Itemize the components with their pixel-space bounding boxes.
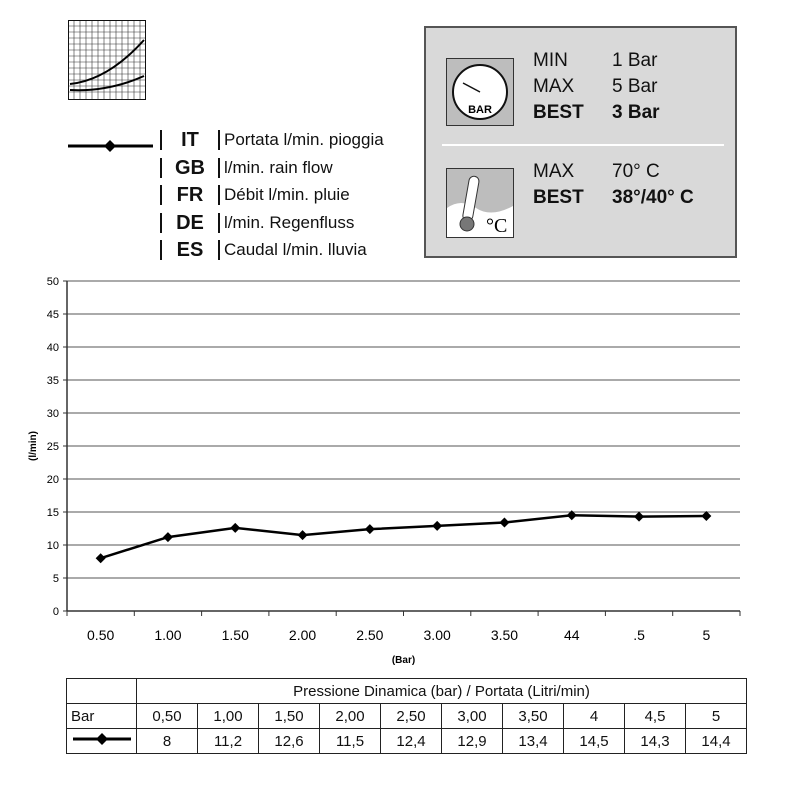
y-tick-label: 25 [47, 441, 59, 453]
row-legend-marker [66, 728, 137, 754]
spec-key: BEST [533, 187, 584, 208]
language-code: GB [160, 157, 220, 178]
legend-label: Caudal l/min. lluvia [224, 240, 367, 259]
series-line [100, 514, 707, 560]
legend-item-gb: GB l/min. rain flow [160, 155, 333, 181]
x-tick-label: 44 [564, 627, 580, 643]
legend-label: Débit l/min. pluie [224, 185, 350, 204]
flow-cell: 12,6 [258, 728, 320, 754]
x-tick-label: 2.50 [356, 627, 383, 643]
flow-chart: 0 5 10 15 20 25 30 35 40 45 50 0.50 1.00 1.50 2.00 2.50… [28, 276, 741, 666]
legend-label: Portata l/min. pioggia [224, 130, 384, 149]
y-tick-label: 35 [47, 375, 59, 387]
data-point [230, 522, 241, 533]
flow-cell: 14,4 [685, 728, 747, 754]
curve-graph-icon [68, 20, 146, 100]
divider [442, 144, 724, 146]
legend-label: l/min. rain flow [224, 157, 333, 177]
celsius-label: °C [486, 215, 507, 237]
flow-cell: 14,3 [624, 728, 686, 754]
y-tick-label: 15 [47, 507, 59, 519]
x-tick-label: .5 [633, 627, 645, 643]
bar-cell: 2,50 [380, 703, 442, 729]
data-point [432, 520, 443, 531]
thermometer-icon: °C [446, 168, 514, 238]
language-code: FR [160, 185, 220, 205]
y-tick-label: 40 [47, 342, 59, 354]
y-tick-label: 20 [47, 474, 59, 486]
data-point [566, 510, 577, 521]
specs-panel: BAR °C MIN 1 Bar MAX 5 Bar BEST 3 Bar MAX 70° … [424, 26, 737, 258]
spec-value: 3 Bar [612, 102, 660, 123]
bar-cell: 1,50 [258, 703, 320, 729]
data-point [95, 553, 106, 564]
x-tick-label: 3.50 [491, 627, 518, 643]
x-tick-label: 1.00 [154, 627, 181, 643]
bar-cell: 3,00 [441, 703, 503, 729]
language-code: IT [160, 130, 220, 150]
legend-item-es: ES Caudal l/min. lluvia [160, 237, 367, 263]
flow-cell: 11,2 [197, 728, 259, 754]
table-corner [66, 678, 137, 704]
y-tick-label: 50 [47, 276, 59, 288]
data-point [701, 510, 712, 521]
data-point [364, 524, 375, 535]
flow-cell: 8 [136, 728, 198, 754]
language-code: ES [160, 240, 220, 260]
spec-key: MAX [533, 76, 575, 97]
x-tick-label: 1.50 [222, 627, 249, 643]
bar-cell: 4 [563, 703, 625, 729]
y-tick-label: 5 [53, 573, 59, 585]
legend-item-de: DE l/min. Regenfluss [160, 210, 354, 236]
spec-value: 70° C [612, 161, 660, 182]
spec-key: BEST [533, 102, 584, 123]
y-tick-label: 10 [47, 540, 59, 552]
x-tick-label: 3.00 [424, 627, 451, 643]
flow-cell: 13,4 [502, 728, 564, 754]
bar-cell: 1,00 [197, 703, 259, 729]
flow-cell: 12,4 [380, 728, 442, 754]
bar-cell: 2,00 [319, 703, 381, 729]
legend-line-marker [68, 140, 153, 152]
spec-value: 38°/40° C [612, 187, 694, 208]
y-tick-label: 0 [53, 606, 59, 618]
gauge-label: BAR [468, 104, 492, 116]
spec-key: MIN [533, 50, 568, 71]
bar-cell: 3,50 [502, 703, 564, 729]
data-table: Pressione Dinamica (bar) / Portata (Litr… [66, 678, 747, 754]
spec-value: 1 Bar [612, 50, 658, 71]
data-point [499, 517, 510, 528]
flow-cell: 14,5 [563, 728, 625, 754]
flow-cell: 12,9 [441, 728, 503, 754]
legend-label: l/min. Regenfluss [224, 212, 355, 232]
x-tick-label: 5 [702, 627, 710, 643]
data-point [634, 511, 645, 522]
pressure-gauge-icon: BAR [446, 58, 514, 126]
data-point [162, 532, 173, 543]
bar-cell: 4,5 [624, 703, 686, 729]
x-tick-label: 2.00 [289, 627, 316, 643]
row-label: Bar [66, 703, 137, 729]
spec-value: 5 Bar [612, 76, 658, 97]
table-header: Pressione Dinamica (bar) / Portata (Litr… [136, 678, 747, 704]
language-code: DE [160, 212, 220, 233]
y-tick-label: 45 [47, 309, 59, 321]
y-tick-label: 30 [47, 408, 59, 420]
x-tick-label: 0.50 [87, 627, 114, 643]
y-axis-label: (l/min) [28, 431, 39, 461]
bar-cell: 5 [685, 703, 747, 729]
legend-item-fr: FR Débit l/min. pluie [160, 182, 350, 208]
bar-cell: 0,50 [136, 703, 198, 729]
flow-cell: 11,5 [319, 728, 381, 754]
x-axis-label: (Bar) [392, 655, 415, 666]
spec-key: MAX [533, 161, 575, 182]
data-point [297, 530, 308, 541]
legend-item-it: IT Portata l/min. pioggia [160, 127, 384, 153]
